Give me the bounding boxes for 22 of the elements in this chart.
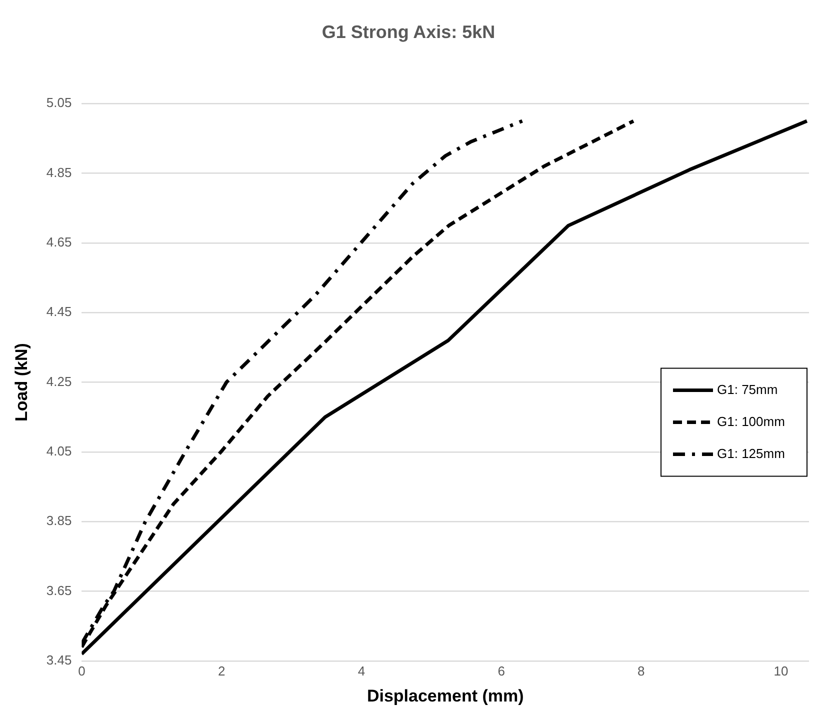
y-tick-label: 4.65 [46,234,72,250]
line-series [82,119,636,649]
x-tick-label: 8 [638,663,645,678]
x-tick-label: 6 [498,663,505,678]
x-axis-title: Displacement (mm) [366,686,524,706]
y-tick-label: 5.05 [46,95,72,110]
y-tick-label: 4.25 [46,374,72,389]
y-axis-title: Load (kN) [12,343,31,422]
x-tick-label: 0 [78,663,86,678]
y-tick-label: 4.85 [46,164,72,180]
y-tick-label: 3.65 [46,582,72,598]
chart-title: G1 Strong Axis: 5kN [322,22,496,42]
legend-label: G1: 75mm [717,382,778,397]
y-tick-label: 4.05 [46,444,72,459]
x-tick-label: 10 [774,663,788,678]
y-tick-label: 3.85 [46,513,72,528]
y-tick-label: 3.45 [46,652,72,668]
x-tick-label: 2 [218,663,226,678]
x-tick-label: 4 [358,663,366,678]
legend-label: G1: 125mm [717,446,785,461]
y-tick-label: 4.45 [46,304,72,320]
legend-label: G1: 100mm [717,414,785,429]
